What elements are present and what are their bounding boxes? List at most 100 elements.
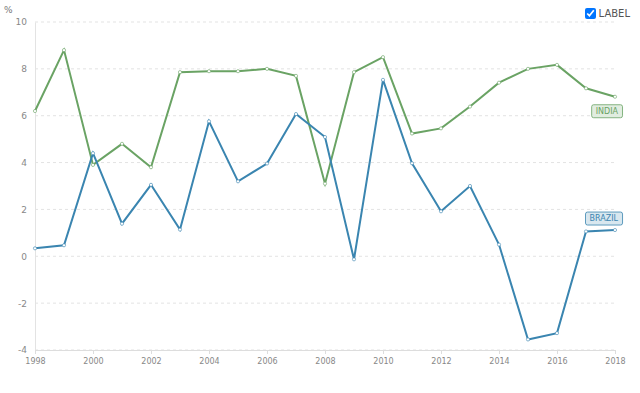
x-tick-mark xyxy=(209,350,210,354)
x-tick-mark xyxy=(35,350,36,354)
point xyxy=(555,332,558,335)
x-tick-label: 1998 xyxy=(25,357,45,366)
point xyxy=(178,228,181,231)
x-tick-label: 2000 xyxy=(83,357,103,366)
series-label-fill xyxy=(586,212,623,225)
x-tick: 2008 xyxy=(315,350,335,366)
point xyxy=(613,228,616,231)
point xyxy=(120,222,123,225)
x-tick: 2006 xyxy=(257,350,277,366)
series-line xyxy=(35,50,615,184)
series-label-box xyxy=(592,105,623,118)
x-tick-label: 2016 xyxy=(547,357,567,366)
grid xyxy=(35,22,615,350)
point xyxy=(468,105,471,108)
x-axis: 1998 2000 2002 2004 2006 2008 2010 2012 2014 2016… xyxy=(25,350,625,366)
y-tick-label: 4 xyxy=(21,158,27,168)
x-tick-label: 2006 xyxy=(257,357,277,366)
grid-line xyxy=(35,209,615,210)
y-axis-line xyxy=(35,23,36,351)
x-tick: 2004 xyxy=(199,350,219,366)
point xyxy=(410,162,413,165)
point xyxy=(62,49,65,52)
point xyxy=(381,78,384,81)
x-tick: 1998 xyxy=(25,350,45,366)
x-tick: 2000 xyxy=(83,350,103,366)
series-name: INDIA xyxy=(596,107,619,116)
point xyxy=(33,109,36,112)
point xyxy=(120,142,123,145)
series-label-box xyxy=(586,212,623,225)
point xyxy=(323,135,326,138)
x-tick-mark xyxy=(267,350,268,354)
y-tick: 4 xyxy=(21,158,35,168)
series-line xyxy=(35,80,615,340)
point xyxy=(294,112,297,115)
x-tick: 2002 xyxy=(141,350,161,366)
point xyxy=(584,230,587,233)
x-tick: 2012 xyxy=(431,350,451,366)
point xyxy=(149,183,152,186)
grid-line xyxy=(35,22,615,23)
x-tick: 2010 xyxy=(373,350,393,366)
point xyxy=(381,56,384,59)
y-tick-label: 6 xyxy=(21,111,27,121)
grid-line xyxy=(35,162,615,163)
point xyxy=(265,162,268,165)
point xyxy=(62,244,65,247)
x-tick-mark xyxy=(151,350,152,354)
point xyxy=(439,210,442,213)
label-toggle[interactable]: LABEL xyxy=(585,8,630,19)
point xyxy=(149,166,152,169)
point xyxy=(91,163,94,166)
point xyxy=(294,74,297,77)
x-tick-mark xyxy=(325,350,326,354)
point xyxy=(236,180,239,183)
point xyxy=(613,95,616,98)
y-tick: -4 xyxy=(18,345,35,355)
y-axis-label: % xyxy=(4,5,13,15)
y-tick: 0 xyxy=(21,252,35,262)
y-tick-label: 2 xyxy=(21,205,27,215)
x-tick-mark xyxy=(93,350,94,354)
y-tick: 6 xyxy=(21,111,35,121)
x-tick-label: 2002 xyxy=(141,357,161,366)
point xyxy=(352,71,355,74)
point xyxy=(526,67,529,70)
y-tick: 10 xyxy=(16,17,35,27)
y-tick-label: -4 xyxy=(18,345,27,355)
point xyxy=(33,247,36,250)
point xyxy=(236,70,239,73)
point xyxy=(207,70,210,73)
point xyxy=(91,152,94,155)
series-label: BRAZIL xyxy=(586,212,623,225)
series-name: BRAZIL xyxy=(590,214,619,223)
grid-line xyxy=(35,115,615,116)
x-tick-mark xyxy=(441,350,442,354)
x-tick-label: 2014 xyxy=(489,357,509,366)
x-tick-mark xyxy=(557,350,558,354)
point xyxy=(207,120,210,123)
x-tick-mark xyxy=(383,350,384,354)
point xyxy=(439,127,442,130)
y-tick-label: -2 xyxy=(18,299,27,309)
point xyxy=(323,182,326,185)
point xyxy=(265,67,268,70)
y-tick: 8 xyxy=(21,64,35,74)
point xyxy=(526,338,529,341)
series-label: INDIA xyxy=(592,105,623,118)
x-tick-mark xyxy=(615,350,616,354)
y-tick-label: 8 xyxy=(21,64,27,74)
point xyxy=(497,81,500,84)
y-tick: -2 xyxy=(18,299,35,309)
y-axis: -4 -2 0 2 4 6 8 10 xyxy=(16,17,36,355)
point xyxy=(410,132,413,135)
grid-line xyxy=(35,256,615,257)
x-axis-line xyxy=(36,351,616,355)
y-tick-label: 0 xyxy=(21,252,27,262)
label-checkbox[interactable] xyxy=(585,8,596,19)
x-tick-label: 2004 xyxy=(199,357,219,366)
grid-line xyxy=(35,303,615,304)
y-tick: 2 xyxy=(21,205,35,215)
x-tick-label: 2010 xyxy=(373,357,393,366)
